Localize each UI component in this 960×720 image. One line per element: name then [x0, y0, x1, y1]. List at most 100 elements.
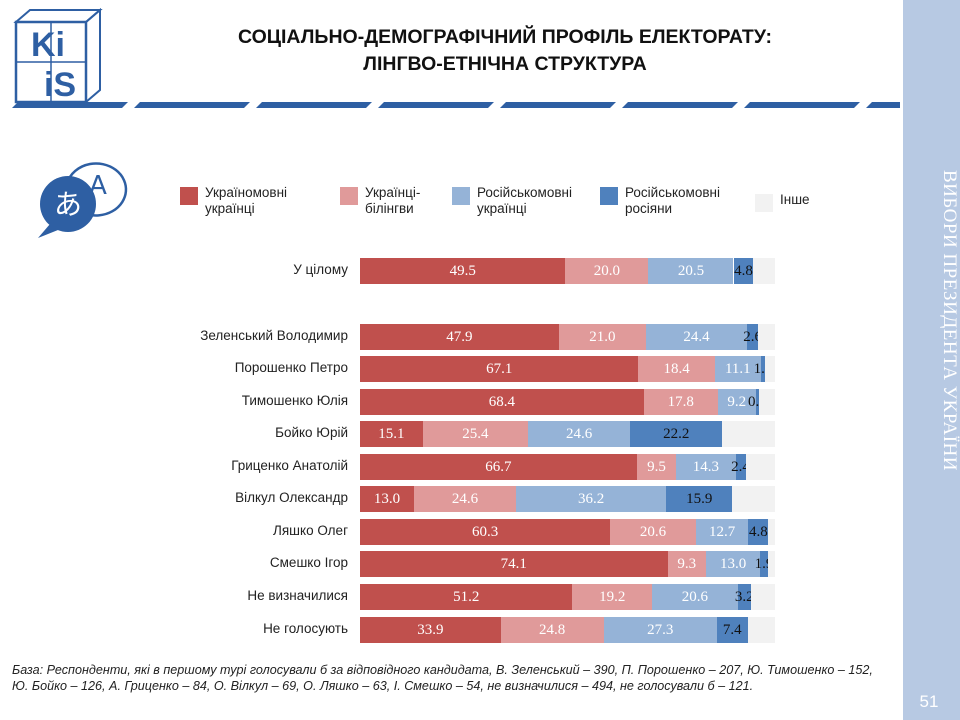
- bar-segment: [745, 454, 775, 480]
- bar-segment: [516, 486, 667, 512]
- data-label: 51.2: [453, 589, 480, 605]
- bar-segment: [638, 356, 715, 382]
- bar-segment: [735, 454, 746, 480]
- data-label: 25.4: [462, 426, 489, 442]
- legend-item-rus-speaking-ukr: Російськомовні українці: [452, 185, 572, 217]
- bar-segment: [676, 454, 736, 480]
- data-label: 24.6: [451, 491, 479, 507]
- data-label: 27.3: [647, 622, 674, 638]
- bar-segment: [748, 519, 769, 545]
- bar-segment: [732, 486, 775, 512]
- bar-segment: [360, 389, 644, 415]
- bar-segment: [666, 486, 733, 512]
- bar-segment: [413, 486, 517, 512]
- legend-swatch: [452, 187, 470, 205]
- bar-segment: [750, 584, 775, 610]
- legend-label: Російськомовні українці: [477, 185, 572, 216]
- data-label: 21.0: [589, 329, 616, 345]
- bar-segment: [360, 324, 559, 350]
- bar-segment: [360, 486, 414, 512]
- data-label: 20.6: [681, 589, 709, 605]
- data-label: 15.1: [378, 426, 405, 442]
- data-label: 60.3: [471, 524, 499, 540]
- title-line-2: ЛІНГВО-ЕТНІЧНА СТРУКТУРА: [363, 53, 647, 75]
- page-title: СОЦІАЛЬНО-ДЕМОГРАФІЧНИЙ ПРОФІЛЬ ЕЛЕКТОРА…: [120, 24, 890, 78]
- bar-segment: [645, 324, 748, 350]
- bar-segment: [360, 551, 668, 577]
- data-label: 20.6: [639, 524, 667, 540]
- data-label: 49.5: [449, 263, 476, 279]
- title-line-1: СОЦІАЛЬНО-ДЕМОГРАФІЧНИЙ ПРОФІЛЬ ЕЛЕКТОРА…: [238, 26, 772, 48]
- kiis-logo: Ki iS: [13, 8, 103, 104]
- data-label: 47.9: [446, 329, 473, 345]
- legend-swatch: [180, 187, 198, 205]
- bar-segment: [422, 421, 529, 447]
- bar-segment: [760, 356, 766, 382]
- category-label: Не визначилися: [247, 588, 348, 603]
- bar-segment: [360, 519, 611, 545]
- bar-segment: [706, 551, 761, 577]
- category-label: Порошенко Петро: [234, 360, 348, 375]
- bar-segment: [767, 551, 775, 577]
- bar-segment: [558, 324, 646, 350]
- category-label: У цілому: [293, 262, 348, 277]
- bar-segment: [603, 617, 717, 643]
- bar-segment: [755, 389, 759, 415]
- bar-segment: [667, 551, 707, 577]
- bar-segment: [733, 258, 754, 284]
- header-divider: [12, 102, 900, 108]
- sidebar-vertical-title: ВИБОРИ ПРЕЗИДЕНТА УКРАЇНИ: [939, 170, 960, 471]
- category-label: Бойко Юрій: [275, 425, 348, 440]
- category-label: Гриценко Анатолій: [231, 458, 348, 473]
- bar-segment: [717, 389, 756, 415]
- bar-segment: [630, 421, 723, 447]
- data-label: 2.4: [731, 459, 750, 475]
- data-label: 24.8: [539, 622, 566, 638]
- category-label: Зеленський Володимир: [200, 328, 348, 343]
- data-label: 2.6: [743, 329, 762, 345]
- data-label: 33.9: [417, 622, 444, 638]
- data-label: 9.5: [647, 459, 666, 475]
- logo-text-top: Ki: [31, 26, 65, 64]
- data-label: 20.5: [677, 263, 705, 279]
- bar-segment: [572, 584, 653, 610]
- data-label: 19.2: [599, 589, 626, 605]
- data-label: 68.4: [488, 394, 516, 410]
- data-label: 3.2: [734, 589, 754, 605]
- bar-segment: [747, 324, 758, 350]
- bar-segment: [768, 519, 775, 545]
- bar-segment: [652, 584, 738, 610]
- data-label: 9.3: [677, 556, 697, 572]
- legend-swatch: [340, 187, 358, 205]
- icon-glyph-right: A: [89, 171, 107, 201]
- bar-segment: [500, 617, 604, 643]
- data-label: 4.8: [734, 263, 753, 279]
- bar-segment: [360, 258, 566, 284]
- data-label: 18.4: [663, 361, 690, 377]
- data-label: 11.1: [724, 361, 751, 377]
- bar-segment: [360, 421, 423, 447]
- bar-segment: [360, 584, 573, 610]
- page-number: 51: [919, 692, 939, 711]
- legend-swatch: [600, 187, 618, 205]
- translate-speech-bubbles-icon: あ A: [38, 162, 128, 238]
- legend-swatch: [755, 194, 773, 212]
- category-label: Ляшко Олег: [273, 523, 348, 538]
- data-label: 66.7: [485, 459, 512, 475]
- legend-label: Інше: [780, 192, 810, 207]
- bar-segment: [643, 389, 718, 415]
- data-label: 7.4: [722, 622, 742, 638]
- category-label: Тимошенко Юлія: [241, 393, 348, 408]
- legend-item-other: Інше: [755, 192, 810, 212]
- legend-label: Російськомовні росіяни: [625, 185, 720, 216]
- logo-text-bottom: iS: [44, 66, 76, 104]
- data-label: 15.9: [686, 491, 713, 507]
- bar-segment: [737, 584, 751, 610]
- bar-segment: [722, 421, 775, 447]
- data-label: 36.2: [578, 491, 605, 507]
- icon-glyph-left: あ: [54, 188, 82, 221]
- data-label: 22.2: [663, 426, 690, 442]
- data-label: 67.1: [486, 361, 513, 377]
- data-label: 14.3: [692, 459, 720, 475]
- bar-segment: [648, 258, 734, 284]
